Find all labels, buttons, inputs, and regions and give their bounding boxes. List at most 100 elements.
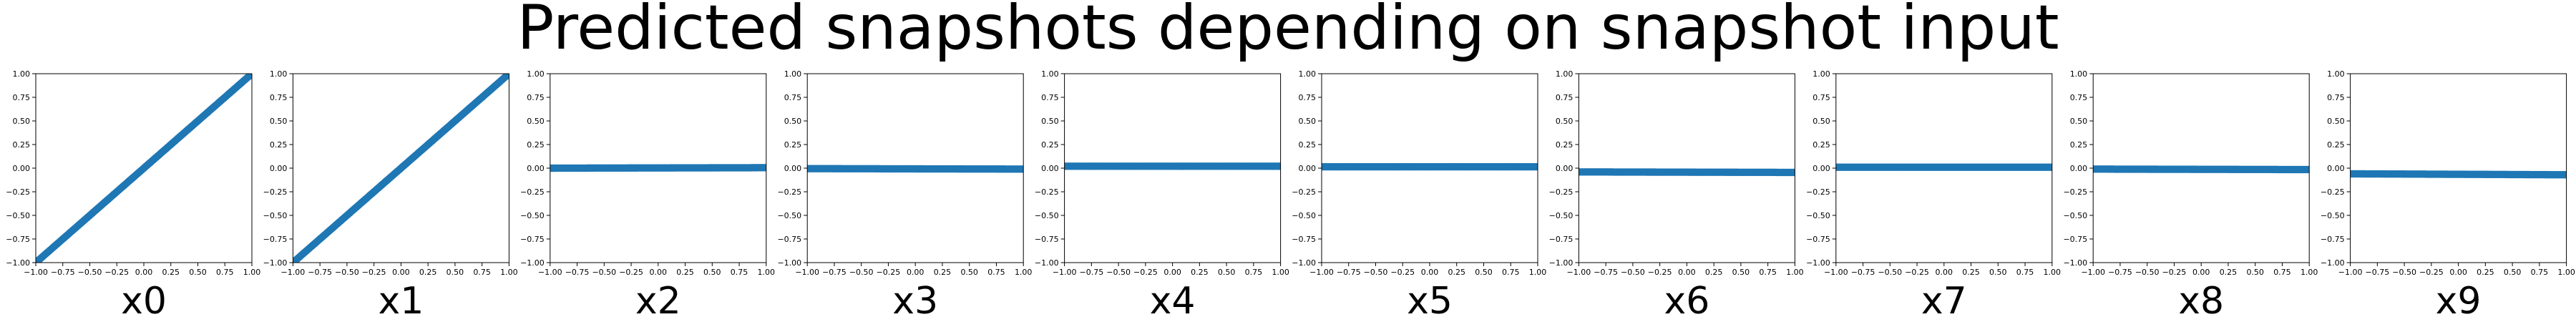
scatter-point: [2048, 163, 2052, 171]
x-tick-label: 0.75: [1245, 268, 1263, 277]
scatter-series: [2093, 165, 2310, 174]
x-tick-label: −0.75: [2365, 268, 2389, 277]
x-tick-label: 0.25: [1191, 268, 1209, 277]
y-tick-label: 0.50: [13, 117, 31, 126]
x-tick-label: 0.25: [676, 268, 694, 277]
x-tick-label: −0.75: [1851, 268, 1875, 277]
x-tick-label: 0.75: [2016, 268, 2034, 277]
x-tick-label: −0.50: [335, 268, 359, 277]
y-tick-label: −0.25: [2063, 187, 2087, 197]
y-tick-label: 1.00: [527, 69, 545, 79]
y-tick-label: 0.75: [270, 93, 288, 102]
y-tick-label: −0.50: [1035, 211, 1059, 220]
y-tick-label: −1.00: [520, 258, 545, 268]
x-tick-label: 0.50: [960, 268, 978, 277]
x-tick-label: −1.00: [281, 268, 306, 277]
y-tick-label: 0.75: [1813, 93, 1830, 102]
x-tick-label: −0.50: [1364, 268, 1388, 277]
x-tick-label: 1.00: [2044, 268, 2062, 277]
x-tick-label: −0.50: [2135, 268, 2160, 277]
y-tick-label: 1.00: [2070, 69, 2088, 79]
x-tick-label: 0.75: [1502, 268, 1520, 277]
x-tick-label: 0.75: [2531, 268, 2549, 277]
subplot-x3: −1.00 −0.75 −0.50 −0.25 0.00 0.25 0.50 0.75 1.00…: [777, 69, 1032, 322]
x-tick-label: −0.75: [51, 268, 75, 277]
y-tick-label: 0.00: [1556, 164, 1574, 173]
figure-title: Predicted snapshots depending on snapsho…: [517, 0, 2059, 64]
x-axis-label: x4: [1150, 280, 1196, 322]
x-tick-label: −1.00: [538, 268, 562, 277]
scatter-series: [550, 164, 766, 172]
y-tick-label: 0.75: [1556, 93, 1574, 102]
x-tick-label: 1.00: [243, 268, 261, 277]
x-tick-label: −0.25: [619, 268, 643, 277]
y-tick-label: 0.50: [527, 117, 545, 126]
x-tick-label: 1.00: [1786, 268, 1804, 277]
scatter-point: [2306, 165, 2310, 174]
x-tick-label: 1.00: [500, 268, 518, 277]
x-tick-label: 0.25: [1705, 268, 1723, 277]
y-tick-label: −0.75: [1806, 235, 1830, 244]
x-tick-label: 0.50: [2504, 268, 2522, 277]
subplot-x4: −1.00 −0.75 −0.50 −0.25 0.00 0.25 0.50 0.75 1.00…: [1035, 69, 1289, 322]
x-tick-label: −0.50: [2392, 268, 2416, 277]
x-tick-label: −0.25: [1390, 268, 1415, 277]
x-axis-label: x5: [1407, 280, 1453, 322]
y-tick-label: 0.00: [1041, 164, 1059, 173]
x-axis-label: x9: [2436, 280, 2482, 322]
y-tick-label: 0.50: [2070, 117, 2088, 126]
scatter-series: [1064, 162, 1281, 170]
x-tick-label: 0.50: [1732, 268, 1750, 277]
y-tick-label: 0.00: [270, 164, 288, 173]
x-axis-label: x7: [1921, 280, 1967, 322]
x-tick-label: 1.00: [1529, 268, 1547, 277]
x-axis-label: x2: [635, 280, 681, 322]
x-axis-label: x1: [378, 280, 424, 322]
x-tick-label: −1.00: [1824, 268, 1848, 277]
y-tick-label: 1.00: [1299, 69, 1317, 79]
scatter-series: [1322, 162, 1538, 171]
y-tick-label: 0.00: [527, 164, 545, 173]
x-tick-label: −1.00: [2081, 268, 2105, 277]
x-tick-label: 0.00: [135, 268, 153, 277]
y-tick-label: 0.50: [784, 117, 802, 126]
y-tick-label: −1.00: [777, 258, 801, 268]
x-tick-label: −0.25: [1133, 268, 1158, 277]
x-axis-label: x8: [2178, 280, 2224, 322]
y-tick-label: 0.25: [2070, 140, 2088, 150]
y-tick-label: −1.00: [1292, 258, 1316, 268]
y-tick-label: 0.50: [1041, 117, 1059, 126]
subplot-x6: −1.00 −0.75 −0.50 −0.25 0.00 0.25 0.50 0.75 1.00…: [1549, 69, 1804, 322]
subplot-x0: −1.00 −0.75 −0.50 −0.25 0.00 0.25 0.50 0.75 1.00…: [6, 69, 260, 322]
y-tick-label: 0.00: [13, 164, 31, 173]
y-tick-label: −0.75: [2063, 235, 2087, 244]
x-tick-label: −0.25: [1905, 268, 1929, 277]
scatter-point: [1791, 168, 1795, 177]
x-tick-label: 1.00: [1015, 268, 1033, 277]
y-tick-label: −0.50: [1549, 211, 1574, 220]
y-tick-label: −1.00: [1806, 258, 1830, 268]
y-tick-label: 0.25: [1813, 140, 1830, 150]
x-tick-label: 1.00: [2557, 268, 2575, 277]
y-tick-label: 0.00: [784, 164, 802, 173]
y-tick-label: −0.75: [520, 235, 545, 244]
x-tick-label: 0.25: [2220, 268, 2238, 277]
x-tick-label: −1.00: [2338, 268, 2363, 277]
x-tick-label: 0.00: [1163, 268, 1181, 277]
x-tick-label: 0.00: [907, 268, 924, 277]
y-tick-label: 0.25: [1556, 140, 1574, 150]
y-tick-label: 0.75: [784, 93, 802, 102]
y-tick-label: 0.00: [1813, 164, 1830, 173]
scatter-point: [1277, 162, 1281, 170]
y-tick-label: −0.75: [1292, 235, 1316, 244]
subplot-x5: −1.00 −0.75 −0.50 −0.25 0.00 0.25 0.50 0.75 1.00…: [1292, 69, 1546, 322]
x-axis-label: x0: [121, 280, 167, 322]
subplot-x1: −1.00 −0.75 −0.50 −0.25 0.00 0.25 0.50 0.75 1.00…: [263, 69, 518, 322]
x-tick-label: −1.00: [1309, 268, 1334, 277]
y-tick-label: 1.00: [2327, 69, 2345, 79]
y-tick-label: −0.25: [1035, 187, 1059, 197]
scatter-point: [1020, 165, 1024, 173]
y-tick-label: −0.75: [6, 235, 30, 244]
x-tick-label: 0.50: [703, 268, 721, 277]
